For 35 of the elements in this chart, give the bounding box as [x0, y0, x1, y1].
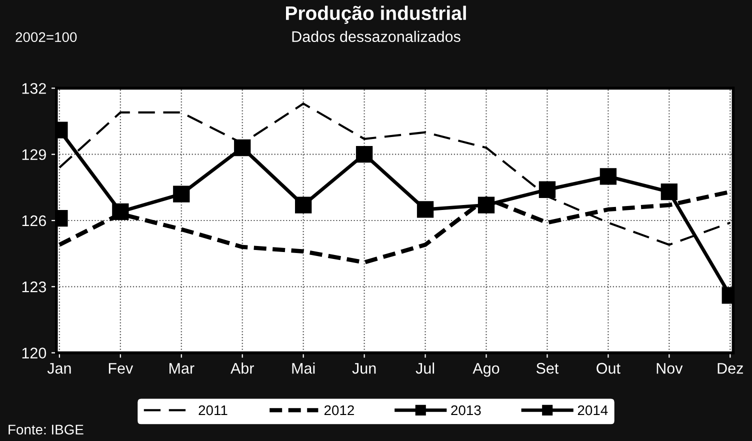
- point: [173, 186, 190, 202]
- legend-label: 2011: [198, 405, 228, 416]
- point: [416, 201, 434, 218]
- point: [112, 203, 129, 220]
- legend-label: 2012: [324, 405, 354, 416]
- point: [478, 196, 495, 214]
- x-tick-label: Abr: [230, 362, 254, 374]
- x-tick-label: Mar: [169, 363, 194, 374]
- y-tick-label: 123: [22, 282, 46, 292]
- x-tick-label: Nov: [656, 363, 683, 374]
- legend-label: 2014: [578, 405, 608, 416]
- x-tick-label: Fev: [108, 363, 134, 374]
- point: [356, 146, 373, 163]
- point: [660, 184, 678, 200]
- y-tick-label: 129: [22, 149, 46, 160]
- y-tick-label: 132: [22, 83, 46, 94]
- point: [234, 139, 251, 156]
- source-note: Fonte: IBGE: [8, 424, 84, 435]
- x-tick-label: Dez: [718, 363, 743, 374]
- y-axis-title: 2002=100: [16, 32, 77, 42]
- x-tick-label: Jul: [416, 362, 434, 374]
- chart-title: Produção industrial: [286, 6, 466, 24]
- x-tick-label: Jan: [47, 363, 71, 374]
- legend-label: 2013: [451, 405, 481, 416]
- y-tick-label: 126: [22, 215, 46, 226]
- x-tick-label: Jun: [352, 363, 376, 374]
- point: [295, 196, 312, 214]
- x-tick-label: Out: [596, 362, 620, 374]
- x-tick-label: Mai: [292, 362, 315, 374]
- chart-subtitle: Dados dessazonalizados: [292, 30, 460, 42]
- y-tick-label: 120: [22, 348, 46, 358]
- x-tick-label: Ago: [472, 363, 500, 377]
- point: [538, 181, 556, 198]
- point: [600, 168, 617, 185]
- x-tick-label: Set: [536, 362, 559, 374]
